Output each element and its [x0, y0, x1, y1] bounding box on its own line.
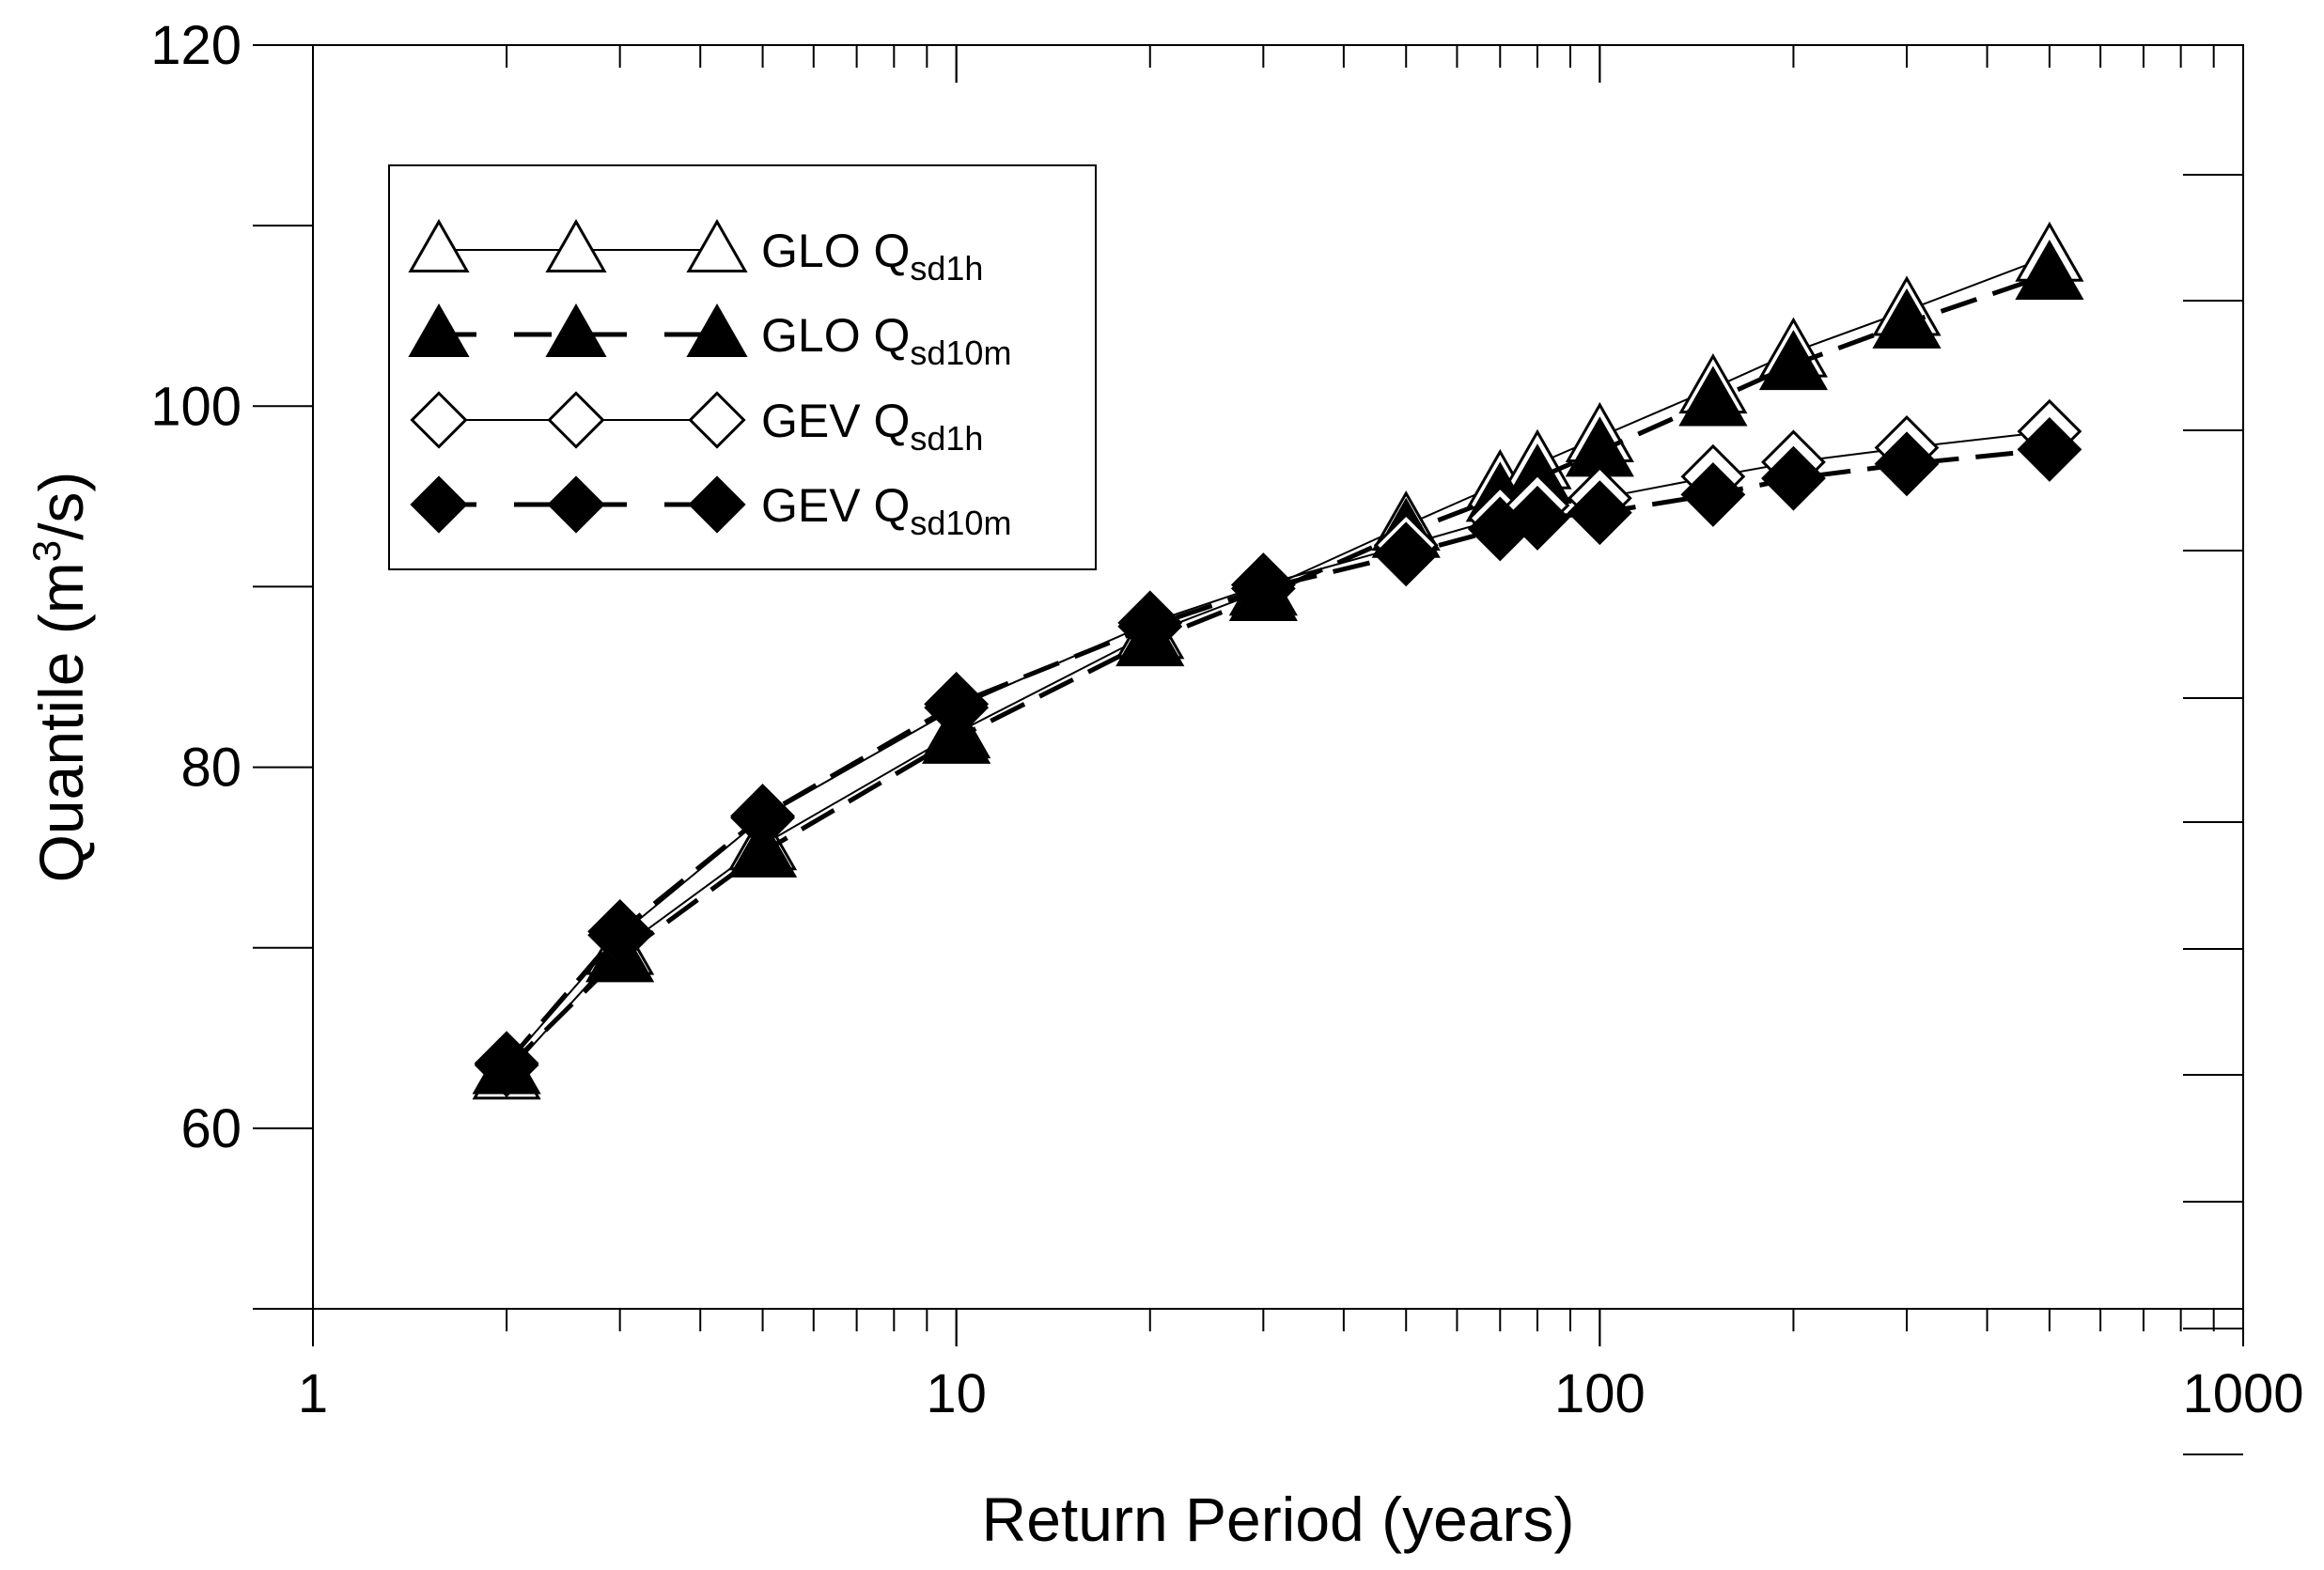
marker-diamond-open	[688, 391, 746, 449]
legend-label: GLO Qsd10m	[761, 309, 1011, 372]
y-tick-label: 60	[180, 1098, 242, 1159]
plot-frame	[312, 44, 2244, 1310]
marker-diamond-filled	[1373, 521, 1439, 587]
marker-triangle-filled	[545, 303, 607, 357]
legend-label: GLO Qsd1h	[761, 225, 983, 288]
x-axis-title: Return Period (years)	[982, 1485, 1575, 1554]
legend-label-subscript: sd1h	[910, 249, 983, 288]
y-tick-label: 120	[150, 15, 242, 76]
labels-layer: 1 10 100 1000 60 80 100 120 Return Period (years…	[24, 15, 2304, 1554]
legend-label-subscript: sd10m	[910, 334, 1011, 372]
marker-diamond-filled	[2017, 416, 2082, 482]
marker-triangle-filled	[1872, 288, 1942, 349]
legend-label: GEV Qsd10m	[761, 479, 1011, 542]
marker-diamond-filled	[1761, 445, 1826, 511]
marker-diamond-filled	[1117, 594, 1183, 660]
x-tick-label: 10	[926, 1363, 987, 1424]
y-axis-title-main: Quantile (m	[26, 562, 96, 882]
marker-diamond-filled	[1680, 462, 1746, 527]
x-tick-label: 100	[1554, 1363, 1646, 1424]
marker-triangle-open	[686, 218, 748, 272]
marker-diamond-filled	[688, 475, 746, 534]
marker-diamond-open	[410, 391, 468, 449]
legend-label-subscript: sd10m	[910, 504, 1011, 542]
marker-diamond-filled	[1505, 485, 1570, 551]
y-axis-title-end: /s)	[26, 472, 96, 540]
legend-label-main: GEV Q	[761, 479, 910, 532]
series-3	[474, 416, 2082, 1096]
marker-triangle-filled	[1678, 365, 1748, 427]
marker-diamond-filled	[1874, 431, 1940, 497]
legend-label-main: GLO Q	[761, 309, 910, 362]
marker-diamond-filled	[924, 671, 990, 737]
legend-label-main: GLO Q	[761, 225, 910, 277]
marker-triangle-filled	[1758, 330, 1829, 391]
legend-label-subscript: sd1h	[910, 419, 983, 458]
marker-diamond-filled	[474, 1031, 539, 1096]
y-tick-label: 80	[180, 738, 242, 799]
marker-triangle-filled	[686, 303, 748, 357]
legend-label: GEV Qsd1h	[761, 395, 983, 458]
marker-triangle-open	[545, 218, 607, 272]
x-tick-label: 1000	[2182, 1363, 2303, 1424]
legend-label-main: GEV Q	[761, 395, 910, 447]
axes-layer	[253, 44, 2244, 1455]
marker-triangle-open	[408, 218, 470, 272]
marker-triangle-filled	[408, 303, 470, 357]
marker-diamond-filled	[730, 784, 795, 848]
marker-triangle-filled	[2015, 239, 2084, 301]
marker-diamond-filled	[1567, 480, 1632, 546]
marker-diamond-filled	[587, 899, 653, 964]
marker-diamond-filled	[1230, 555, 1296, 621]
y-axis-title-superscript: 3	[24, 540, 69, 562]
y-axis-title: Quantile (m3/s)	[24, 472, 96, 883]
marker-diamond-filled	[410, 475, 468, 534]
marker-diamond-filled	[547, 475, 605, 534]
series-line	[505, 272, 2051, 1071]
x-tick-label: 1	[298, 1363, 328, 1424]
marker-diamond-open	[547, 391, 605, 449]
series-layer	[472, 221, 2084, 1100]
y-tick-label: 100	[150, 376, 242, 437]
